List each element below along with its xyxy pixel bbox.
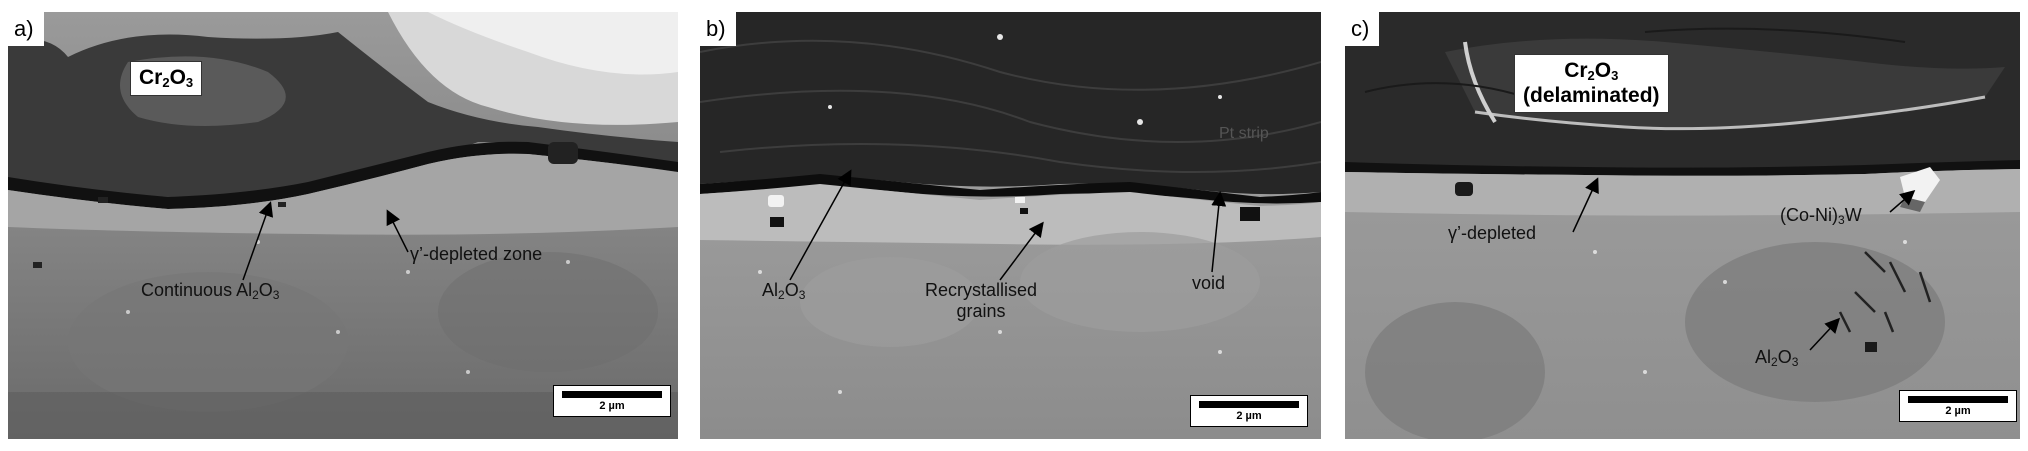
annotation-pt-strip: Pt strip xyxy=(1219,125,1269,142)
cr2o3-delaminated-label: Cr2O3 (delaminated) xyxy=(1514,54,1669,114)
scale-bar-c: 2 µm xyxy=(1899,390,2017,422)
scale-bar-b: 2 µm xyxy=(1190,395,1308,427)
sem-image-a xyxy=(8,12,678,439)
panel-label-b: b) xyxy=(700,12,736,46)
scale-bar-a: 2 µm xyxy=(553,385,671,417)
annotation-depleted-zone-a: γ’-depleted zone xyxy=(410,244,543,264)
micrograph-panel-a: a) Cr2O3 Continuous Al2O3 γ’-depleted zo… xyxy=(8,12,678,439)
sem-image-b xyxy=(700,12,1321,439)
annotation-void: void xyxy=(1192,273,1226,293)
micrograph-panel-b: b) Pt strip Al2O3 Recrystallised grains … xyxy=(700,12,1321,439)
annotation-al2o3-c: Al2O3 xyxy=(1755,347,1799,369)
sem-image-c xyxy=(1345,12,2020,439)
annotation-co-ni-3-w: (Co-Ni)3W xyxy=(1780,205,1862,227)
annotation-recrystallised-grains: Recrystallised grains xyxy=(925,280,1038,321)
annotation-continuous-al2o3: Continuous Al2O3 xyxy=(141,280,280,302)
annotation-al2o3-b: Al2O3 xyxy=(762,280,806,302)
cr2o3-label-a: Cr2O3 xyxy=(130,61,203,96)
panel-label-a: a) xyxy=(8,12,44,46)
annotation-depleted-c: γ’-depleted xyxy=(1448,223,1537,243)
micrograph-panel-c: c) Cr2O3 (delaminated) γ’-depleted (Co-N… xyxy=(1345,12,2020,439)
panel-label-c: c) xyxy=(1345,12,1380,46)
